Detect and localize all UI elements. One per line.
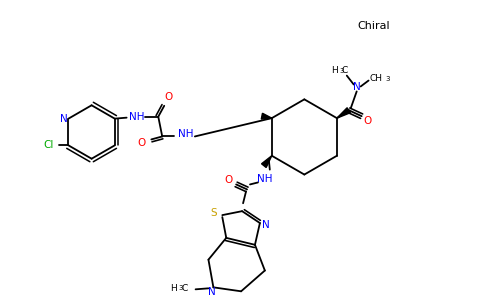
- Text: NH: NH: [178, 130, 194, 140]
- Text: O: O: [137, 138, 146, 148]
- Text: NH: NH: [257, 175, 272, 184]
- Text: C: C: [342, 66, 348, 75]
- Text: O: O: [224, 176, 232, 185]
- Text: H: H: [332, 66, 338, 75]
- Text: C: C: [182, 284, 188, 293]
- Text: S: S: [210, 208, 217, 218]
- Text: 3: 3: [340, 68, 345, 74]
- Text: 3: 3: [179, 285, 183, 291]
- Text: N: N: [353, 82, 361, 92]
- Text: N: N: [262, 220, 270, 230]
- Text: CH: CH: [370, 74, 383, 83]
- Text: 3: 3: [385, 76, 390, 82]
- Polygon shape: [261, 156, 272, 167]
- Text: Cl: Cl: [44, 140, 54, 150]
- Text: O: O: [363, 116, 372, 126]
- Text: N: N: [208, 287, 215, 297]
- Text: O: O: [164, 92, 172, 102]
- Text: H: H: [170, 284, 177, 293]
- Text: Chiral: Chiral: [357, 21, 390, 31]
- Text: N: N: [60, 114, 67, 124]
- Text: NH: NH: [129, 112, 144, 122]
- Polygon shape: [337, 108, 350, 118]
- Polygon shape: [261, 113, 272, 119]
